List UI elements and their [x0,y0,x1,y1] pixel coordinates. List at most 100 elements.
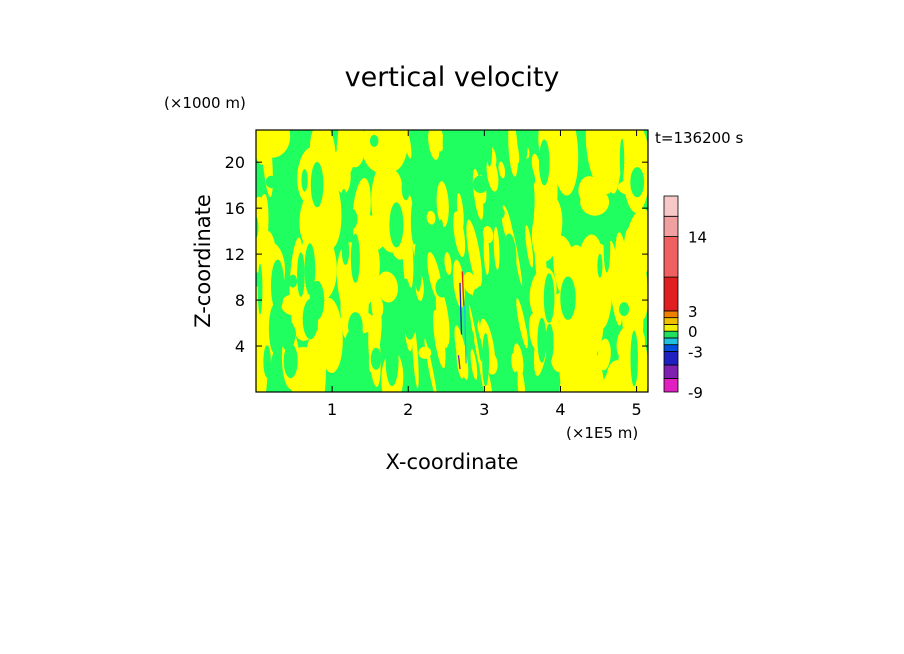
field-patch-negative [560,276,576,321]
field-patch [466,219,483,287]
field-patch-negative [619,302,630,317]
field-patch-negative [406,174,423,198]
field-patch [535,165,552,252]
colorbar-labels: 14 3 0 -3 -9 [688,229,707,402]
colorbar-segment [663,364,679,379]
field-patch-negative [482,333,490,387]
field-patch-negative [543,273,555,323]
field-patch-negative [304,243,316,296]
field-patch [523,326,528,348]
field-patch [493,226,500,270]
field-patch [435,288,450,348]
colorbar-segment [663,324,679,332]
field-patch-negative [265,175,278,189]
x-tick-label: 2 [403,400,413,419]
chart-title: vertical velocity [345,62,560,93]
field-patch-negative [256,272,261,287]
field-patch-negative [369,134,379,147]
field-patch [607,240,623,326]
x-axis-unit: (×1E5 m) [566,424,638,442]
field-patch [456,338,465,379]
time-label: t=136200 s [655,129,743,147]
colorbar-label: -3 [688,343,703,361]
field-patch [436,181,449,228]
plot-frame [255,129,649,393]
colorbar [663,195,679,393]
colorbar-segment [663,330,679,339]
field-patch-negative [350,233,360,283]
field-patch-negative [268,304,281,354]
field-patch-negative [341,237,350,265]
field-patch-negative [310,161,324,208]
field-patch [517,368,526,392]
field-patch-negative [309,280,325,320]
field-patch-negative [486,132,493,167]
field-patch [256,130,291,158]
colorbar-label: 14 [688,229,707,247]
field-patch [256,194,269,278]
field-patch-negative [271,376,279,391]
field-patch [550,344,568,373]
field-patch [434,130,444,152]
field-patch [483,231,490,276]
x-tick-label: 4 [555,400,565,419]
field-patch-negative [521,130,528,163]
field-patch-negative [472,175,489,194]
field-patch [463,271,477,295]
positive-velocity-patches [256,130,648,392]
field-patch-negative [343,208,358,230]
y-tick-label: 20 [225,153,245,172]
colorbar-segment [663,276,679,312]
field-patch [551,130,579,196]
field-patch [531,153,542,181]
velocity-streak [459,282,463,335]
field-patch [366,130,396,175]
x-tick-label: 3 [479,400,489,419]
y-tick-label: 4 [235,337,245,356]
field-patch [372,296,384,318]
colorbar-segment [663,351,679,366]
colorbar-label: 0 [688,323,698,341]
field-patch [498,161,506,179]
colorbar-segment [663,317,679,325]
field-patch [622,286,644,352]
field-patch [317,298,343,373]
y-tick-label: 12 [225,245,245,264]
field-patch [511,131,520,164]
field-patch [426,210,436,225]
field-patch-negative [415,311,429,337]
field-patch-negative [603,222,611,273]
field-patch-negative [494,288,502,344]
field-patch [579,343,606,392]
field-patch-negative [492,206,505,220]
y-tick-label: 16 [225,199,245,218]
field-patch [332,149,351,194]
velocity-streak [457,355,461,370]
y-tick-label: 8 [235,291,245,310]
field-patch-negative [525,175,535,226]
field-patch-negative [280,323,296,345]
colorbar-label: 3 [688,303,698,321]
strong-velocity-streaks [457,271,467,370]
colorbar-segment [663,310,679,319]
field-patch-negative [413,142,425,159]
field-patch [525,225,534,268]
field-patch-negative [597,253,603,278]
field-patch [411,321,419,389]
y-axis-label: Z-coordinate [191,194,215,328]
field-patch-negative [539,139,550,186]
field-patch-negative [338,355,353,392]
x-axis-ticks: 1 2 3 4 5 [327,130,642,419]
field-patch [418,346,432,359]
colorbar-segment [663,195,679,217]
field-patch [470,348,478,381]
field-patch-negative [545,323,554,362]
plot-area [255,129,649,393]
field-patch [314,130,329,170]
field-patch [511,352,518,373]
field-patch-negative [297,252,305,297]
x-tick-label: 5 [631,400,641,419]
field-patch-negative [503,265,513,302]
field-patch-negative [341,189,347,204]
field-patch-negative [401,278,411,312]
